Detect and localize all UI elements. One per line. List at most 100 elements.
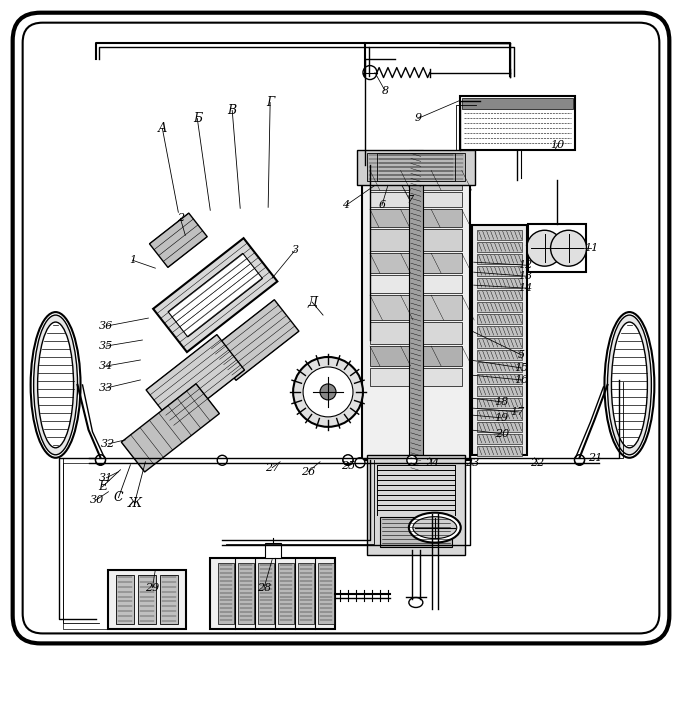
Text: 2: 2: [176, 213, 184, 223]
Ellipse shape: [611, 322, 647, 448]
Circle shape: [218, 455, 227, 465]
Text: 30: 30: [90, 495, 103, 505]
Bar: [477, 278, 522, 288]
Bar: [160, 574, 179, 624]
Bar: [377, 153, 455, 182]
Bar: [370, 209, 462, 227]
Text: Г: Г: [266, 96, 274, 109]
Bar: [138, 574, 157, 624]
Polygon shape: [153, 238, 278, 352]
Text: 5: 5: [518, 350, 525, 360]
Text: 3: 3: [291, 245, 299, 256]
Bar: [370, 346, 462, 366]
Bar: [370, 253, 462, 273]
Text: 18: 18: [495, 397, 509, 407]
Text: 25: 25: [341, 461, 355, 471]
Bar: [477, 242, 522, 252]
Text: 28: 28: [257, 582, 272, 593]
Text: 11: 11: [584, 243, 598, 253]
Text: 19: 19: [495, 413, 509, 423]
Bar: [477, 422, 522, 432]
Polygon shape: [211, 300, 299, 380]
Bar: [477, 254, 522, 264]
Text: Е: Е: [98, 480, 107, 494]
Bar: [477, 446, 522, 455]
Bar: [258, 562, 274, 624]
Text: 31: 31: [99, 473, 114, 483]
Bar: [218, 562, 234, 624]
Bar: [460, 96, 575, 151]
Circle shape: [96, 455, 105, 465]
Circle shape: [303, 367, 353, 417]
Bar: [370, 275, 462, 293]
Circle shape: [293, 357, 363, 427]
Text: 36: 36: [99, 321, 114, 331]
Circle shape: [527, 230, 562, 266]
Text: 21: 21: [588, 453, 603, 463]
Bar: [210, 558, 335, 629]
Bar: [477, 434, 522, 444]
Text: 24: 24: [425, 458, 439, 467]
Ellipse shape: [38, 322, 74, 448]
Text: Ж: Ж: [127, 497, 142, 510]
Text: 8: 8: [382, 85, 389, 96]
Polygon shape: [146, 334, 244, 425]
Bar: [370, 230, 462, 251]
Text: 23: 23: [464, 458, 479, 467]
Text: 12: 12: [518, 260, 533, 270]
Text: 14: 14: [518, 283, 533, 293]
Bar: [357, 151, 475, 185]
Bar: [477, 374, 522, 384]
Ellipse shape: [607, 315, 651, 455]
Text: 10: 10: [551, 140, 565, 151]
Bar: [477, 398, 522, 408]
Bar: [477, 362, 522, 372]
Text: В: В: [228, 104, 237, 117]
Bar: [477, 326, 522, 336]
Bar: [116, 574, 135, 624]
Text: 29: 29: [145, 582, 159, 593]
Text: 1: 1: [129, 255, 136, 265]
Bar: [367, 455, 464, 555]
Bar: [318, 562, 334, 624]
Ellipse shape: [409, 513, 461, 543]
Text: 20: 20: [495, 429, 509, 439]
Text: 15: 15: [514, 363, 529, 373]
Text: 4: 4: [343, 201, 350, 210]
Circle shape: [407, 455, 417, 465]
Text: 16: 16: [514, 375, 529, 385]
Circle shape: [343, 455, 353, 465]
Circle shape: [575, 455, 585, 465]
Bar: [362, 165, 470, 460]
Text: 35: 35: [99, 341, 114, 351]
Text: 34: 34: [99, 361, 114, 371]
Bar: [278, 562, 294, 624]
Circle shape: [320, 384, 336, 400]
Bar: [298, 562, 314, 624]
Circle shape: [575, 455, 585, 465]
Text: 22: 22: [531, 458, 544, 467]
Text: 6: 6: [378, 201, 386, 210]
Bar: [265, 543, 280, 558]
Polygon shape: [150, 213, 207, 268]
Circle shape: [363, 65, 377, 80]
Ellipse shape: [605, 312, 655, 458]
Bar: [477, 350, 522, 360]
Bar: [370, 322, 462, 344]
Text: 27: 27: [265, 463, 279, 473]
Text: 26: 26: [301, 467, 315, 477]
Polygon shape: [121, 384, 220, 472]
Text: 33: 33: [99, 383, 114, 393]
Bar: [477, 302, 522, 312]
Text: Б: Б: [193, 112, 202, 125]
Bar: [109, 570, 186, 629]
Ellipse shape: [409, 598, 423, 608]
Bar: [238, 562, 254, 624]
Text: 7: 7: [406, 195, 413, 206]
Text: 17: 17: [510, 407, 525, 417]
Bar: [477, 266, 522, 276]
Ellipse shape: [413, 517, 457, 539]
Circle shape: [551, 230, 586, 266]
Circle shape: [96, 455, 105, 465]
Polygon shape: [168, 253, 263, 337]
